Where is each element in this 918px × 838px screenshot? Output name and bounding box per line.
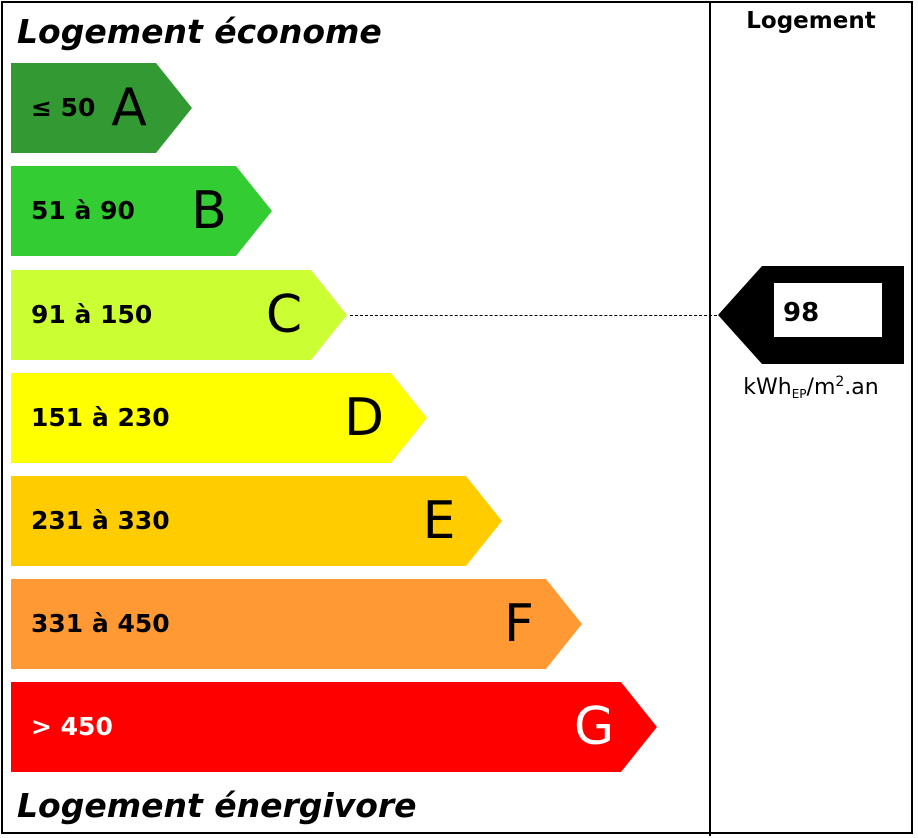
- energy-band-letter: F: [504, 594, 534, 654]
- energy-band-arrow: [11, 579, 582, 669]
- energy-band-arrow: [11, 63, 192, 153]
- energy-band-arrow: [11, 166, 272, 256]
- heading-inefficient: Logement énergivore: [17, 786, 417, 825]
- energy-band-d: 151 à 230 D: [11, 373, 427, 463]
- energy-band-letter: B: [191, 181, 227, 241]
- unit-prefix: kWh: [743, 375, 792, 400]
- energy-band-arrow: [11, 476, 502, 566]
- energy-band-range: 51 à 90: [31, 196, 135, 225]
- rating-leader-line: [350, 315, 722, 316]
- energy-band-range: > 450: [31, 712, 113, 741]
- energy-band-range: ≤ 50: [31, 93, 96, 122]
- energy-band-letter: A: [111, 78, 147, 138]
- energy-band-letter: C: [265, 285, 303, 345]
- energy-band-range: 91 à 150: [31, 300, 153, 329]
- column-header: Logement: [746, 8, 876, 34]
- energy-band-a: ≤ 50 A: [11, 63, 192, 153]
- energy-band-range: 331 à 450: [31, 609, 170, 638]
- energy-band-arrow: [11, 373, 427, 463]
- energy-band-arrow: [11, 682, 657, 772]
- energy-band-range: 151 à 230: [31, 403, 170, 432]
- heading-efficient: Logement économe: [17, 12, 382, 51]
- unit-superscript: 2: [835, 374, 845, 390]
- rating-marker: [718, 266, 904, 364]
- energy-band-letter: G: [573, 697, 615, 757]
- energy-band-range: 231 à 330: [31, 506, 170, 535]
- energy-band-f: 331 à 450 F: [11, 579, 582, 669]
- unit-label: kWhEP/m2.an: [708, 374, 914, 401]
- energy-band-arrow: [11, 270, 347, 360]
- rating-value: 98: [783, 298, 820, 328]
- unit-subscript: EP: [791, 387, 807, 401]
- energy-band-e: 231 à 330 E: [11, 476, 502, 566]
- energy-band-g: > 450 G: [11, 682, 657, 772]
- column-divider: [709, 3, 711, 836]
- energy-band-b: 51 à 90 B: [11, 166, 272, 256]
- unit-suffix: .an: [844, 375, 879, 400]
- energy-band-c: 91 à 150 C: [11, 270, 347, 360]
- energy-band-letter: E: [422, 491, 456, 551]
- unit-middle: /m: [806, 375, 836, 400]
- energy-band-letter: D: [343, 388, 385, 448]
